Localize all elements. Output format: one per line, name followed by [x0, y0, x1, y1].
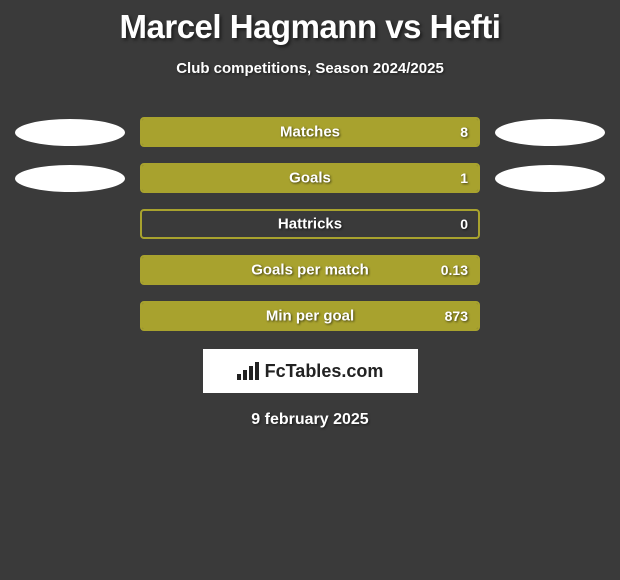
stat-bar: Goals per match 0.13 [140, 255, 480, 285]
subtitle: Club competitions, Season 2024/2025 [0, 60, 620, 77]
date-text: 9 february 2025 [0, 411, 620, 429]
stat-row: Goals 1 [0, 163, 620, 193]
stat-label: Goals [289, 170, 331, 187]
stat-value: 0.13 [441, 262, 468, 278]
stat-row: Matches 8 [0, 117, 620, 147]
stat-bar: Hattricks 0 [140, 209, 480, 239]
stat-label: Min per goal [266, 308, 354, 325]
stat-value: 1 [460, 170, 468, 186]
brand-text: FcTables.com [265, 361, 384, 382]
stat-value: 8 [460, 124, 468, 140]
chart-icon [237, 362, 259, 380]
brand-logo: FcTables.com [203, 349, 418, 393]
stat-value: 873 [445, 308, 468, 324]
stat-row: Goals per match 0.13 [0, 255, 620, 285]
left-ellipse [15, 119, 125, 146]
stat-row: Hattricks 0 [0, 209, 620, 239]
stat-label: Matches [280, 124, 340, 141]
stat-bar: Goals 1 [140, 163, 480, 193]
left-ellipse [15, 165, 125, 192]
stat-row: Min per goal 873 [0, 301, 620, 331]
stat-bar: Matches 8 [140, 117, 480, 147]
stat-label: Goals per match [251, 262, 369, 279]
stats-container: Matches 8 Goals 1 Hattricks 0 Goals per match 0… [0, 117, 620, 331]
page-title: Marcel Hagmann vs Hefti [0, 0, 620, 46]
right-ellipse [495, 165, 605, 192]
stat-value: 0 [460, 216, 468, 232]
stat-label: Hattricks [278, 216, 342, 233]
stat-bar: Min per goal 873 [140, 301, 480, 331]
right-ellipse [495, 119, 605, 146]
